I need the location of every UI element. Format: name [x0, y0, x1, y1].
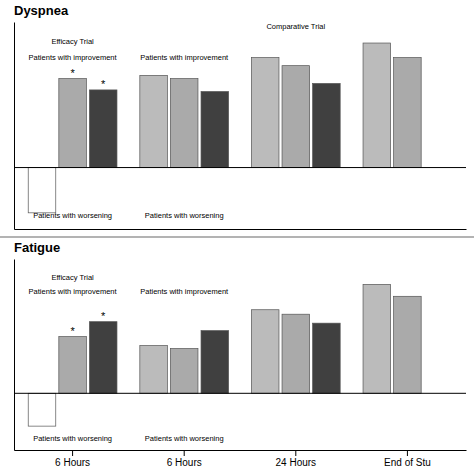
- panel-separator: [0, 237, 474, 238]
- bar: [313, 323, 341, 393]
- x-tick-label: 6 Hours: [55, 457, 90, 468]
- bar: [89, 90, 117, 168]
- bar: [28, 168, 56, 213]
- panel: Dyspnea Efficacy Trial Patients with impro…: [14, 3, 467, 230]
- bar: [251, 310, 279, 394]
- x-tick-mark: [184, 450, 185, 456]
- x-tick-mark: [72, 450, 73, 456]
- bar: [170, 79, 198, 168]
- annotation: Efficacy Trial: [51, 273, 94, 282]
- bar: [313, 83, 341, 167]
- bars: [28, 284, 421, 426]
- x-axis: 6 Hours 6 Hours 24 Hours End of Stu: [15, 450, 467, 468]
- x-tick-label: 24 Hours: [276, 457, 317, 468]
- significance-marker: *: [101, 78, 106, 90]
- annotation: Patients with worsening: [33, 434, 112, 443]
- annotation: Patients with improvement: [140, 53, 229, 62]
- x-tick: 6 Hours: [167, 450, 202, 468]
- panel-title: Dyspnea: [14, 3, 69, 18]
- x-tick-label: 6 Hours: [167, 457, 202, 468]
- panel-title: Fatigue: [14, 240, 60, 255]
- y-axis-line: [14, 260, 15, 451]
- significance-marker: *: [70, 325, 75, 337]
- annotations: Efficacy Trial Patients with improvement P…: [29, 273, 229, 443]
- annotation: Patients with improvement: [140, 287, 229, 296]
- bar: [28, 393, 56, 426]
- x-tick-label: End of Stu: [384, 457, 431, 468]
- zero-line: [14, 167, 466, 168]
- y-axis: [14, 23, 15, 230]
- x-tick-mark: [407, 450, 408, 456]
- annotation: Comparative Trial: [266, 22, 325, 31]
- bar: [282, 66, 310, 168]
- annotation: Patients with improvement: [29, 53, 118, 62]
- x-axis: [15, 229, 467, 231]
- bar: [59, 337, 87, 394]
- bar: [59, 79, 87, 168]
- bar: [394, 296, 422, 393]
- x-axis-line: [15, 229, 467, 230]
- bar: [394, 58, 422, 168]
- annotation: Patients with worsening: [145, 211, 224, 220]
- x-axis-line: [15, 450, 467, 451]
- y-axis: [14, 260, 15, 451]
- annotation: Patients with worsening: [145, 434, 224, 443]
- bar: [201, 331, 229, 394]
- significance-marker: *: [101, 310, 106, 322]
- bar: [251, 58, 279, 168]
- annotation: Patients with worsening: [33, 211, 112, 220]
- plot-area: Efficacy Trial Patients with improvement P…: [14, 22, 467, 229]
- plot-area: 6 Hours 6 Hours 24 Hours End of Stu Efficacy…: [14, 260, 467, 469]
- bar: [201, 92, 229, 168]
- x-tick: End of Stu: [384, 450, 431, 468]
- annotation: Efficacy Trial: [51, 37, 94, 46]
- bar: [170, 349, 198, 394]
- x-tick-mark: [295, 450, 296, 456]
- x-tick: 6 Hours: [55, 450, 90, 468]
- panel: Fatigue 6 Hours 6 Hours 24 Hours End of Stu E…: [14, 240, 467, 468]
- significance-marker: *: [70, 67, 75, 79]
- bar: [140, 346, 168, 394]
- bar: [363, 43, 391, 168]
- zero-line: [14, 393, 466, 394]
- bars: [28, 43, 421, 213]
- annotation: Patients with improvement: [29, 287, 118, 296]
- bar: [282, 314, 310, 393]
- chart-svg: Dyspnea Efficacy Trial Patients with impro…: [0, 0, 474, 474]
- annotations: Efficacy Trial Patients with improvement P…: [29, 22, 326, 220]
- bar: [89, 322, 117, 394]
- bar: [363, 284, 391, 393]
- bar: [140, 75, 168, 167]
- y-axis-line: [14, 23, 15, 230]
- x-tick: 24 Hours: [276, 450, 317, 468]
